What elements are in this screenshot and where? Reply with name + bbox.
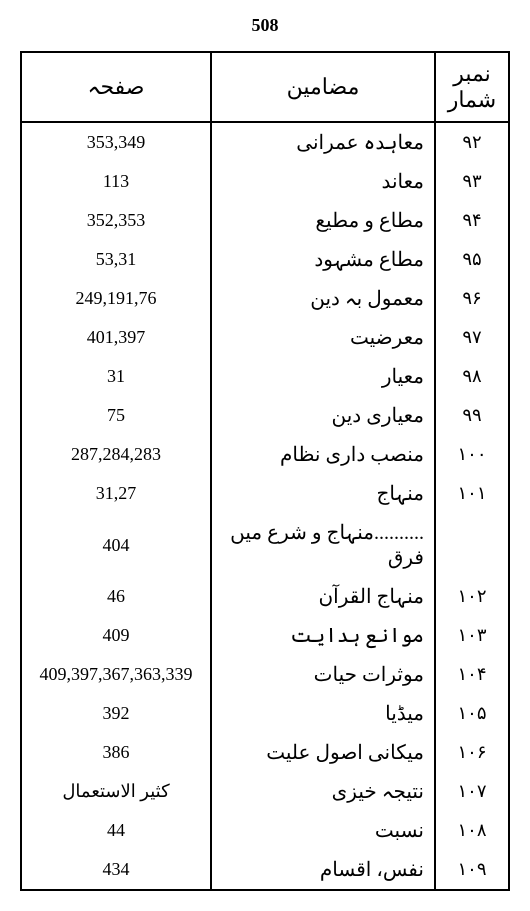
cell-number: ۹۸ <box>435 357 509 396</box>
cell-subject: مطاع و مطیع <box>211 201 435 240</box>
cell-page: 31 <box>21 357 211 396</box>
cell-number: ۹۹ <box>435 396 509 435</box>
cell-subject: ..........منہاج و شرع میں فرق <box>211 513 435 577</box>
cell-number: ۹۶ <box>435 279 509 318</box>
cell-page: 113 <box>21 162 211 201</box>
cell-number: ۱۰۲ <box>435 577 509 616</box>
table-row: ۱۰۴موثرات حیات409,397,367,363,339 <box>21 655 509 694</box>
cell-subject: معاہدہ عمرانی <box>211 122 435 162</box>
cell-page: 53,31 <box>21 240 211 279</box>
cell-number: ۹۳ <box>435 162 509 201</box>
cell-page: 287,284,283 <box>21 435 211 474</box>
cell-page: 46 <box>21 577 211 616</box>
table-row: ۹۷معرضیت401,397 <box>21 318 509 357</box>
cell-subject: نسبت <box>211 811 435 850</box>
cell-number: ۱۰۴ <box>435 655 509 694</box>
cell-number <box>435 513 509 577</box>
cell-subject: نتیجہ خیزی <box>211 772 435 811</box>
page-number: 508 <box>20 15 510 36</box>
table-row: ۹۳معاند113 <box>21 162 509 201</box>
cell-page: 404 <box>21 513 211 577</box>
cell-number: ۱۰۷ <box>435 772 509 811</box>
table-row: ۱۰۱منہاج31,27 <box>21 474 509 513</box>
cell-number: ۹۵ <box>435 240 509 279</box>
cell-subject: معرضیت <box>211 318 435 357</box>
cell-number: ۱۰۶ <box>435 733 509 772</box>
table-row: ۱۰۹نفس، اقسام434 <box>21 850 509 890</box>
header-subject: مضامین <box>211 52 435 122</box>
cell-subject: منہاج القرآن <box>211 577 435 616</box>
table-body: ۹۲معاہدہ عمرانی353,349۹۳معاند113۹۴مطاع و… <box>21 122 509 890</box>
cell-page: 75 <box>21 396 211 435</box>
cell-subject: معاند <box>211 162 435 201</box>
cell-number: ۱۰۳ <box>435 616 509 655</box>
cell-subject: موثرات حیات <box>211 655 435 694</box>
cell-number: ۹۷ <box>435 318 509 357</box>
cell-number: ۹۴ <box>435 201 509 240</box>
cell-number: ۱۰۹ <box>435 850 509 890</box>
table-row: ۱۰۶میکانی اصول علیت386 <box>21 733 509 772</box>
cell-number: ۱۰۵ <box>435 694 509 733</box>
cell-number: ۱۰۸ <box>435 811 509 850</box>
table-row: ۱۰۰منصب داری نظام287,284,283 <box>21 435 509 474</box>
cell-page: 409 <box>21 616 211 655</box>
table-row: ۱۰۵میڈیا392 <box>21 694 509 733</box>
cell-subject: معیاری دین <box>211 396 435 435</box>
cell-page: کثیر الاستعمال <box>21 772 211 811</box>
cell-page: 434 <box>21 850 211 890</box>
cell-page: 392 <box>21 694 211 733</box>
cell-subject: منصب داری نظام <box>211 435 435 474</box>
header-number: نمبر شمار <box>435 52 509 122</box>
cell-subject: میکانی اصول علیت <box>211 733 435 772</box>
cell-subject: منہاج <box>211 474 435 513</box>
cell-page: 353,349 <box>21 122 211 162</box>
cell-number: ۱۰۰ <box>435 435 509 474</box>
cell-page: 31,27 <box>21 474 211 513</box>
cell-subject: موانع ہدایت <box>211 616 435 655</box>
table-row: ۱۰۸نسبت44 <box>21 811 509 850</box>
cell-page: 386 <box>21 733 211 772</box>
cell-subject: نفس، اقسام <box>211 850 435 890</box>
table-row: ۱۰۷نتیجہ خیزیکثیر الاستعمال <box>21 772 509 811</box>
header-page: صفحہ <box>21 52 211 122</box>
page-container: 508 نمبر شمار مضامین صفحہ ۹۲معاہدہ عمران… <box>0 0 530 911</box>
table-row: ۹۸معیار31 <box>21 357 509 396</box>
cell-subject: میڈیا <box>211 694 435 733</box>
cell-page: 409,397,367,363,339 <box>21 655 211 694</box>
cell-number: ۹۲ <box>435 122 509 162</box>
cell-number: ۱۰۱ <box>435 474 509 513</box>
table-row: ۹۵مطاع مشہود53,31 <box>21 240 509 279</box>
table-row: ۹۹معیاری دین75 <box>21 396 509 435</box>
table-row: ۹۴مطاع و مطیع352,353 <box>21 201 509 240</box>
table-row: ۱۰۲منہاج القرآن46 <box>21 577 509 616</box>
cell-page: 249,191,76 <box>21 279 211 318</box>
cell-page: 352,353 <box>21 201 211 240</box>
cell-page: 401,397 <box>21 318 211 357</box>
table-row: ۹۲معاہدہ عمرانی353,349 <box>21 122 509 162</box>
cell-subject: معمول بہ دین <box>211 279 435 318</box>
table-row: ..........منہاج و شرع میں فرق404 <box>21 513 509 577</box>
cell-subject: مطاع مشہود <box>211 240 435 279</box>
cell-subject: معیار <box>211 357 435 396</box>
cell-page: 44 <box>21 811 211 850</box>
index-table: نمبر شمار مضامین صفحہ ۹۲معاہدہ عمرانی353… <box>20 51 510 891</box>
table-row: ۱۰۳موانع ہدایت409 <box>21 616 509 655</box>
table-row: ۹۶معمول بہ دین249,191,76 <box>21 279 509 318</box>
header-row: نمبر شمار مضامین صفحہ <box>21 52 509 122</box>
